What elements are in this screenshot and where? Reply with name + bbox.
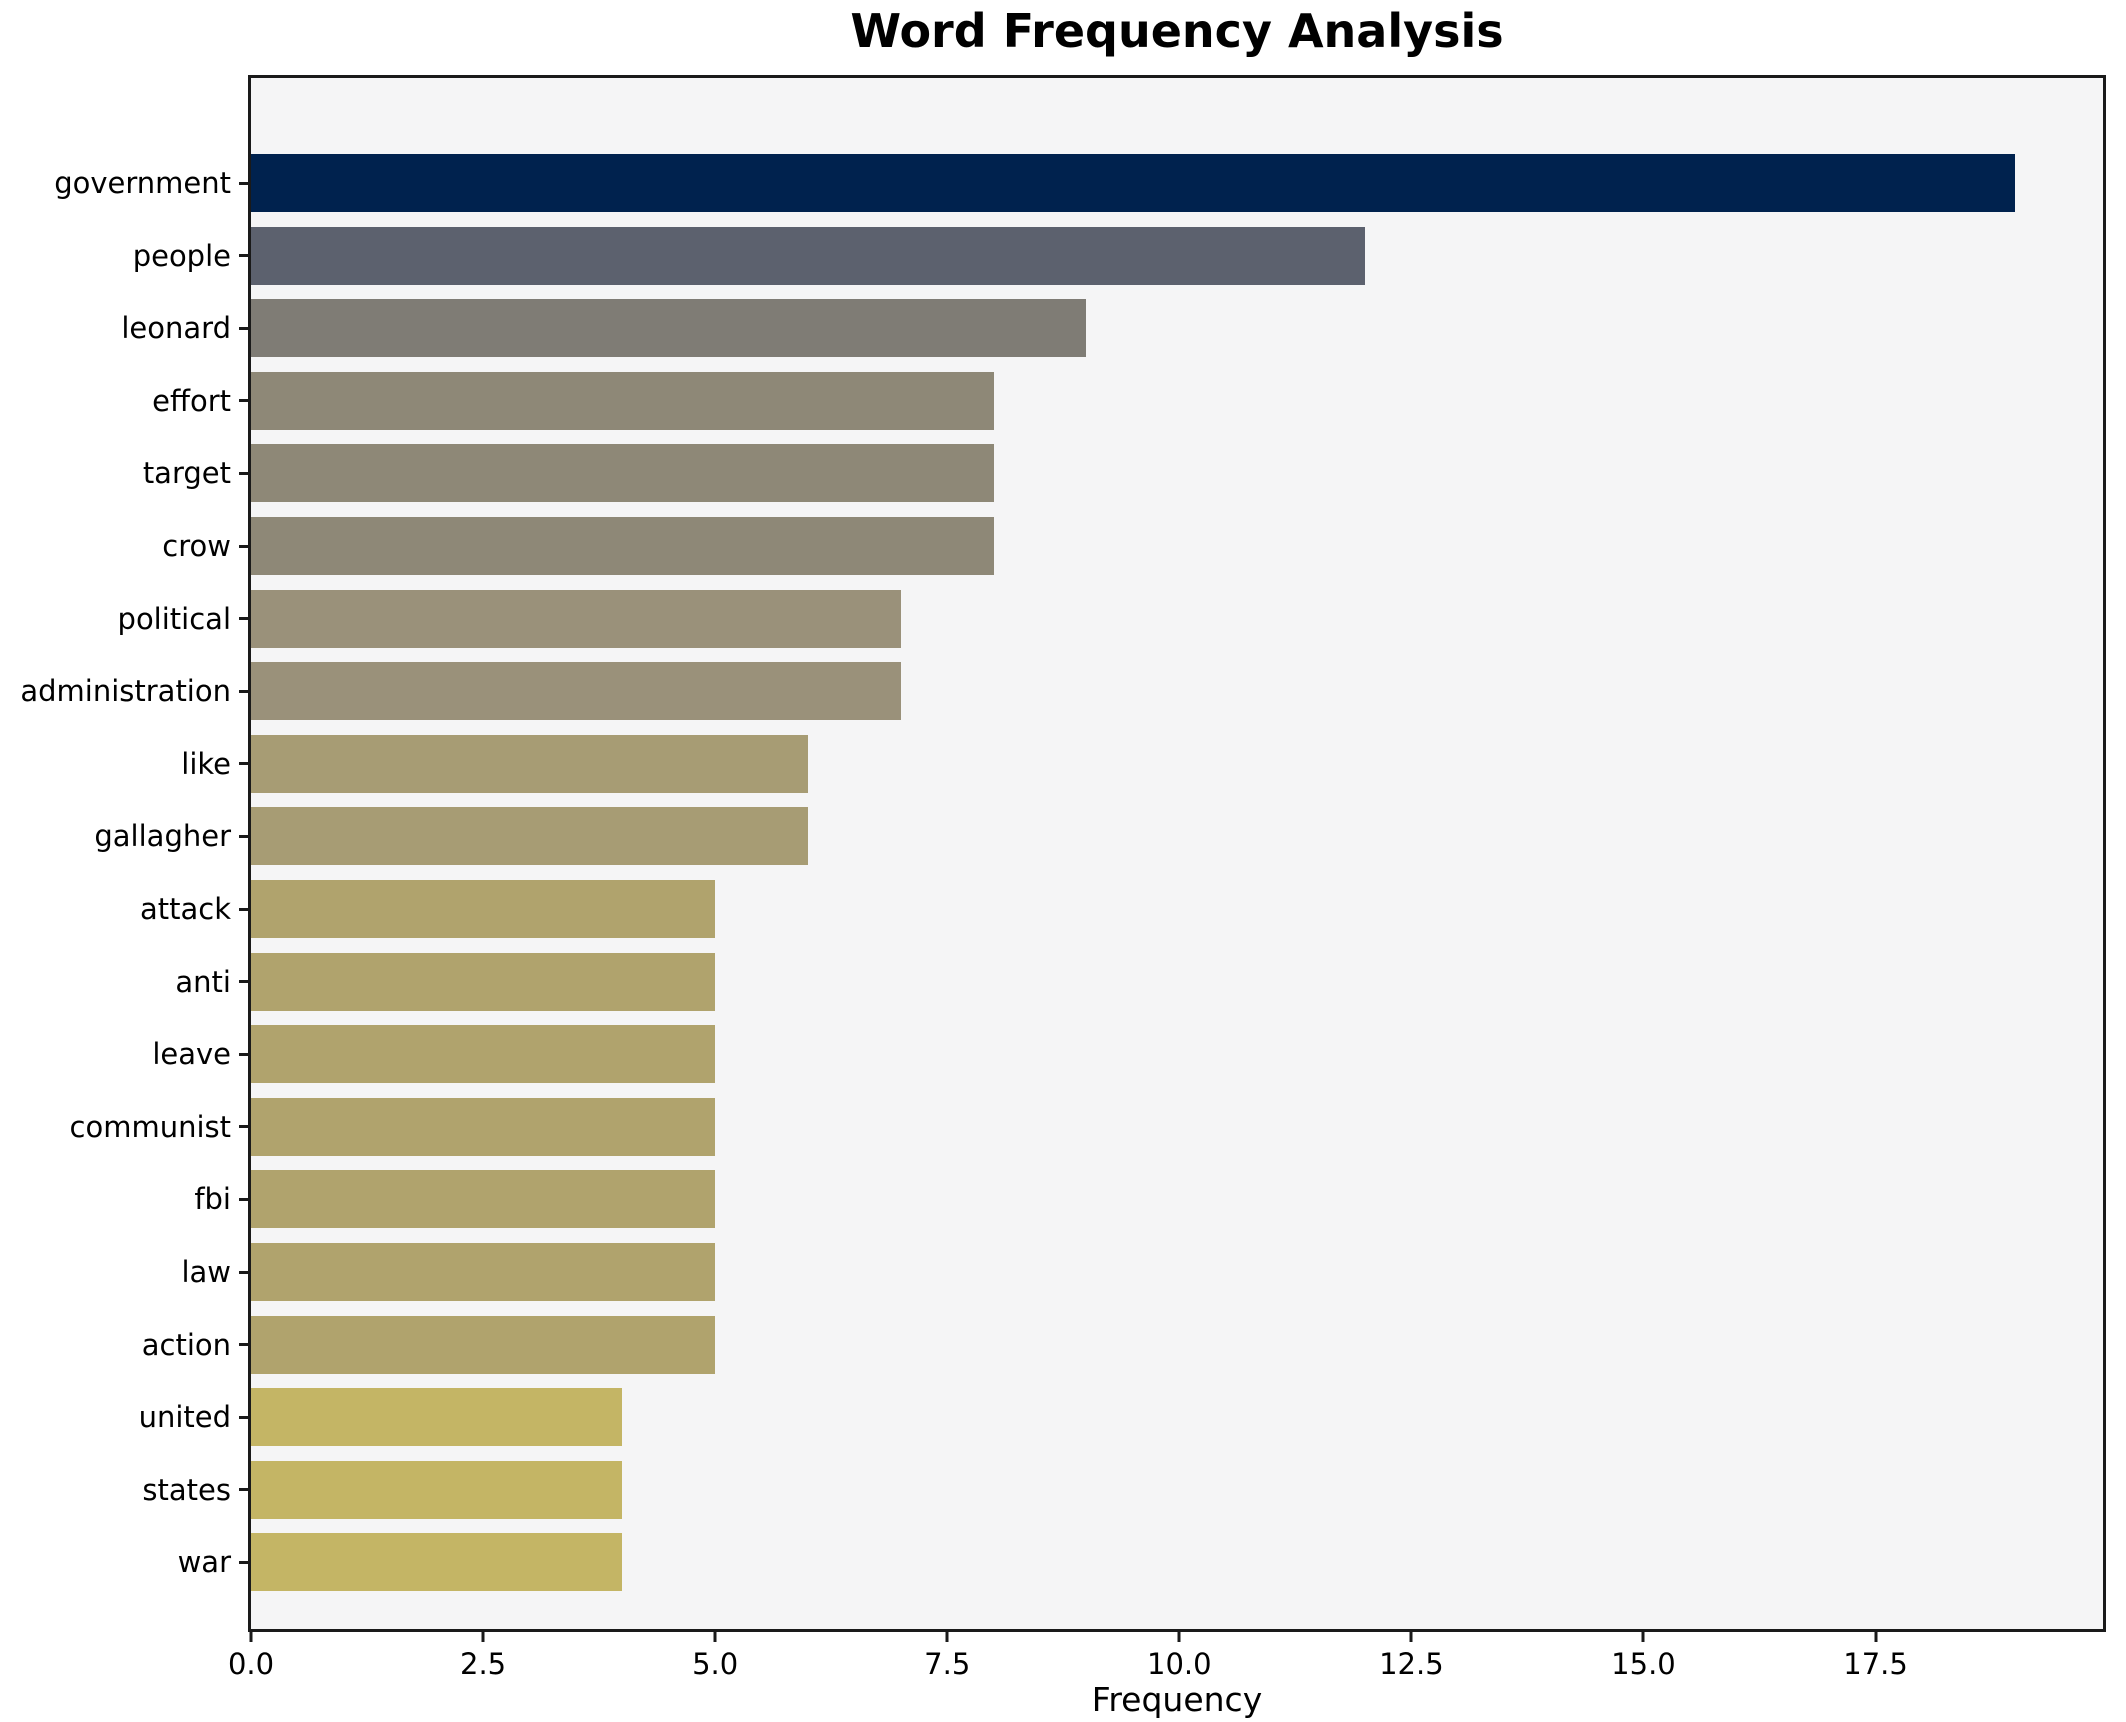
x-tick-label-17.5: 17.5 — [1843, 1647, 1908, 1681]
bar-united — [251, 1388, 623, 1447]
y-tick-label-like: like — [181, 746, 231, 781]
bar-war — [251, 1533, 623, 1592]
y-tick-leave — [239, 1052, 251, 1056]
y-tick-administration — [239, 689, 251, 693]
y-tick-label-leave: leave — [152, 1037, 231, 1072]
bar-target — [251, 444, 994, 503]
y-tick-war — [239, 1560, 251, 1564]
x-axis-label: Frequency — [1091, 1680, 1263, 1719]
bar-law — [251, 1243, 716, 1301]
x-tick-17.5 — [1874, 1629, 1878, 1642]
x-tick-10.0 — [1177, 1629, 1181, 1642]
bar-effort — [251, 371, 994, 430]
y-tick-label-people: people — [132, 238, 231, 273]
y-tick-states — [239, 1488, 251, 1492]
y-tick-label-government: government — [54, 166, 231, 200]
x-tick-15.0 — [1641, 1629, 1645, 1642]
chart-title: Word Frequency Analysis — [850, 4, 1504, 58]
y-tick-attack — [239, 907, 251, 911]
x-tick-label-0.0: 0.0 — [227, 1647, 275, 1681]
y-tick-label-political: political — [117, 601, 231, 636]
y-tick-crow — [239, 544, 251, 548]
y-tick-law — [239, 1270, 251, 1274]
y-tick-political — [239, 617, 251, 621]
y-tick-united — [239, 1415, 251, 1419]
y-tick-label-crow: crow — [162, 529, 231, 563]
y-tick-label-communist: communist — [69, 1109, 231, 1144]
y-tick-leonard — [239, 326, 251, 330]
bar-states — [251, 1460, 623, 1519]
bar-leonard — [251, 299, 1087, 358]
x-tick-0.0 — [249, 1629, 253, 1642]
y-tick-label-war: war — [177, 1545, 231, 1580]
x-tick-2.5 — [481, 1629, 485, 1642]
plot-area: government people leonard effort target crow p… — [20, 75, 2106, 1681]
bar-attack — [251, 880, 716, 938]
y-tick-label-target: target — [142, 456, 231, 491]
bar-like — [251, 734, 808, 793]
bar-action — [251, 1315, 716, 1374]
x-tick-5.0 — [713, 1629, 717, 1642]
bar-people — [251, 226, 1365, 285]
bar-political — [251, 589, 901, 648]
y-tick-fbi — [239, 1197, 251, 1201]
y-tick-effort — [239, 399, 251, 403]
x-tick-label-12.5: 12.5 — [1379, 1647, 1444, 1681]
x-tick-7.5 — [945, 1629, 949, 1642]
bar-crow — [251, 517, 994, 575]
y-tick-label-fbi: fbi — [194, 1182, 231, 1217]
y-tick-communist — [239, 1125, 251, 1129]
x-tick-label-2.5: 2.5 — [460, 1647, 507, 1681]
bar-anti — [251, 952, 716, 1011]
x-tick-label-5.0: 5.0 — [692, 1647, 739, 1681]
bar-leave — [251, 1025, 716, 1084]
y-tick-label-administration: administration — [20, 674, 231, 709]
bar-gallagher — [251, 807, 808, 866]
x-tick-label-7.5: 7.5 — [924, 1647, 971, 1681]
y-tick-label-action: action — [141, 1327, 231, 1362]
x-tick-label-15.0: 15.0 — [1611, 1647, 1676, 1681]
y-tick-action — [239, 1343, 251, 1347]
y-tick-government — [239, 181, 251, 185]
y-tick-label-attack: attack — [139, 892, 231, 926]
y-tick-like — [239, 762, 251, 766]
y-tick-gallagher — [239, 834, 251, 838]
y-tick-label-gallagher: gallagher — [94, 819, 231, 854]
bar-government — [251, 154, 2015, 212]
y-tick-label-anti: anti — [175, 964, 231, 999]
y-tick-label-united: united — [138, 1400, 231, 1435]
x-tick-12.5 — [1409, 1629, 1413, 1642]
y-tick-label-law: law — [181, 1255, 231, 1289]
bar-communist — [251, 1097, 716, 1156]
bar-fbi — [251, 1170, 716, 1229]
y-tick-anti — [239, 980, 251, 984]
bar-administration — [251, 662, 901, 721]
y-tick-label-leonard: leonard — [121, 311, 231, 346]
y-tick-label-effort: effort — [152, 383, 231, 418]
y-tick-target — [239, 471, 251, 475]
x-tick-label-10.0: 10.0 — [1147, 1647, 1212, 1681]
y-tick-people — [239, 254, 251, 258]
y-tick-label-states: states — [142, 1472, 231, 1507]
